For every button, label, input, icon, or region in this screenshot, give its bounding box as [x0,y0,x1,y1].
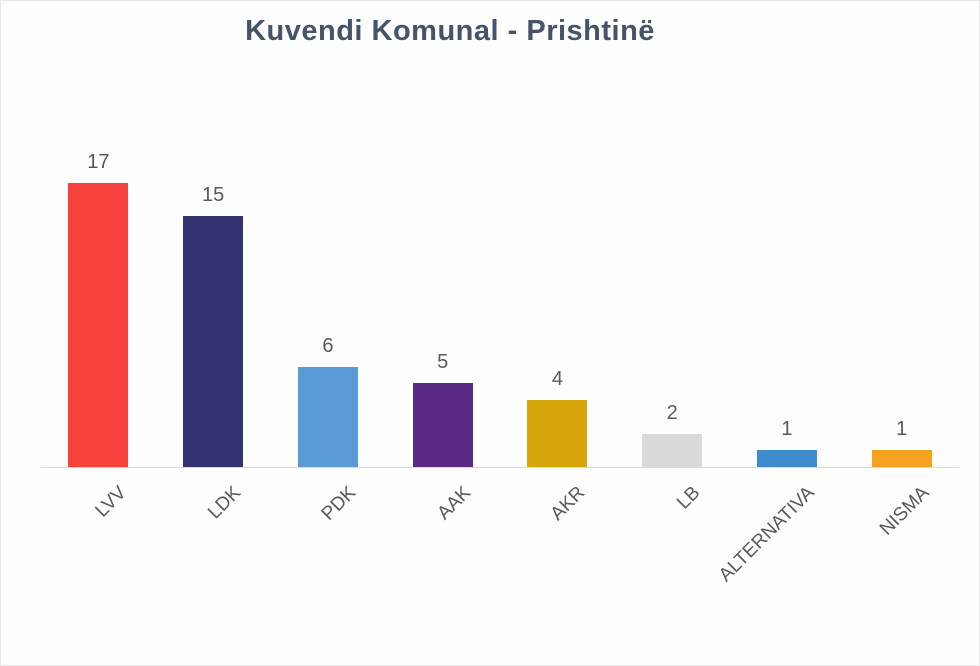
x-tick-cell-pdk: PDK [271,467,386,637]
bar-nisma [871,450,932,467]
x-tick-label-ldk: LDK [204,482,246,524]
x-tick-label-nisma: NISMA [876,482,934,540]
chart-title: Kuvendi Komunal - Prishtinë [245,15,655,47]
bar-value-label-alternativa: 1 [781,418,793,440]
x-tick-cell-lb: LB [615,467,730,637]
bar-value-label-ldk: 15 [202,184,225,206]
x-axis-labels: LVV LDK PDK AAK AKR LB ALTERNATIVA NISMA [41,467,959,637]
x-tick-label-akr: AKR [547,482,590,525]
x-tick-cell-akr: AKR [500,467,615,637]
bar-group-akr: 4 [500,121,615,467]
bar-ldk [183,216,244,467]
bar-value-label-lvv: 17 [87,151,110,173]
bar-akr [527,400,588,467]
bar-group-lvv: 17 [41,121,156,467]
bars-row: 17 15 6 5 4 2 1 1 [41,121,959,467]
plot-area: 17 15 6 5 4 2 1 1 [41,121,959,468]
x-tick-label-lvv: LVV [91,482,131,522]
x-tick-label-lb: LB [672,482,705,514]
bar-group-alternativa: 1 [730,121,845,467]
bar-value-label-nisma: 1 [896,418,908,440]
bar-group-ldk: 15 [156,121,271,467]
x-tick-label-alternativa: ALTERNATIVA [715,482,820,586]
bar-aak [412,383,473,467]
bar-value-label-lb: 2 [666,402,678,424]
bar-lvv [68,183,129,467]
x-tick-label-pdk: PDK [317,482,361,525]
bar-lb [642,434,703,467]
bar-value-label-akr: 4 [551,368,563,390]
bar-group-nisma: 1 [844,121,959,467]
bar-alternativa [756,450,817,467]
x-tick-cell-nisma: NISMA [844,467,959,637]
bar-pdk [297,367,358,467]
x-tick-cell-alternativa: ALTERNATIVA [715,467,845,637]
x-tick-cell-lvv: LVV [41,467,156,637]
bar-value-label-pdk: 6 [322,335,334,357]
bar-group-pdk: 6 [271,121,386,467]
bar-group-lb: 2 [615,121,730,467]
x-tick-cell-aak: AAK [385,467,500,637]
bar-group-aak: 5 [385,121,500,467]
x-tick-cell-ldk: LDK [156,467,271,637]
bar-value-label-aak: 5 [437,351,449,373]
x-tick-label-aak: AAK [433,482,475,525]
